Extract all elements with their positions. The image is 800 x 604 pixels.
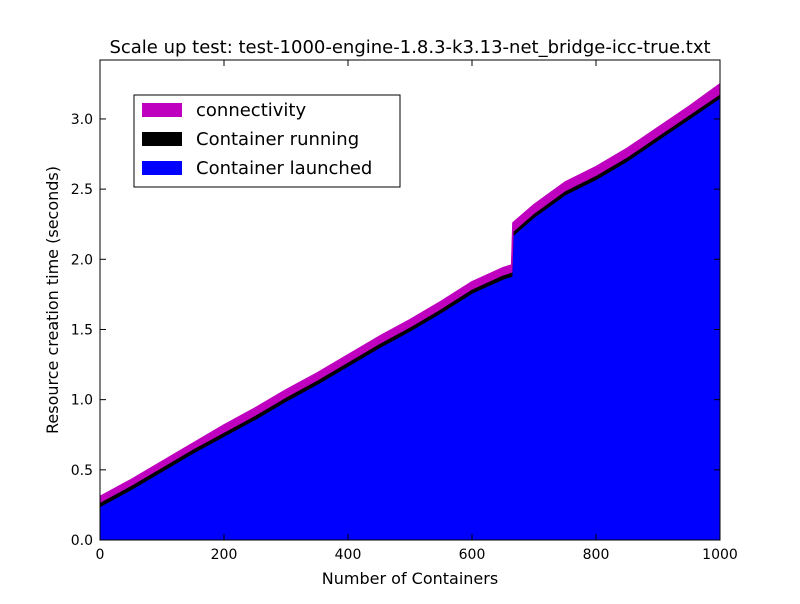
- x-tick-label: 800: [583, 547, 610, 563]
- x-tick-label: 600: [459, 547, 486, 563]
- axes: 0 200 400 600 800 1000 0.0 0.5 1.0 1.5 2.0 2.5 3.0: [71, 59, 738, 563]
- y-tick-label: 1.0: [71, 393, 93, 409]
- series-area-connectivity: [100, 83, 720, 503]
- x-tick-label: 400: [335, 547, 362, 563]
- y-tick-label: 3.0: [71, 112, 93, 128]
- legend-label-container-launched: Container launched: [196, 158, 372, 179]
- legend-swatch-container-running: [142, 132, 182, 146]
- y-axis-label: Resource creation time (seconds): [43, 166, 62, 434]
- plot-frame: [99, 59, 721, 541]
- legend-label-connectivity: connectivity: [196, 100, 306, 121]
- x-axis-label: Number of Containers: [322, 569, 498, 588]
- legend-swatch-container-launched: [142, 161, 182, 175]
- x-tick-label: 1000: [702, 547, 738, 563]
- legend-label-container-running: Container running: [196, 129, 359, 150]
- y-tick-label: 0.5: [71, 463, 93, 479]
- y-tick-label: 2.5: [71, 182, 93, 198]
- y-tick-label: 1.5: [71, 322, 93, 338]
- y-tick-label: 0.0: [71, 533, 93, 549]
- legend: connectivity Container running Container l…: [133, 94, 401, 188]
- chart-title: Scale up test: test-1000-engine-1.8.3-k3…: [109, 37, 710, 58]
- series-layer: [100, 83, 720, 540]
- y-tick-label: 2.0: [71, 252, 93, 268]
- legend-swatch-connectivity: [142, 103, 182, 117]
- x-tick-label: 200: [211, 547, 238, 563]
- x-tick-label: 0: [96, 547, 105, 563]
- plot-area: [100, 83, 720, 540]
